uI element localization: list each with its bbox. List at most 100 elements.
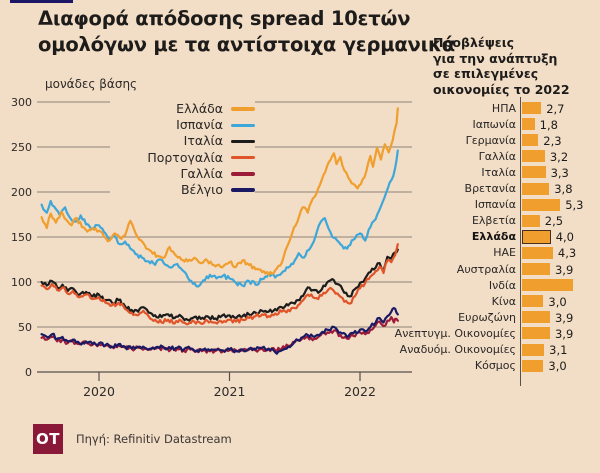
bar-value-label: 5,3 (565, 198, 584, 213)
bar-rect (521, 118, 535, 131)
ot-logo: OT (33, 424, 63, 454)
bar-rect (521, 311, 550, 324)
legend-item-Ισπανία: Ισπανία (110, 117, 255, 134)
bar-rect (521, 229, 551, 244)
legend-label: Ισπανία (176, 117, 223, 133)
y-tick-label-0: 0 (25, 365, 32, 379)
bar-chart-title-line2: για την ανάπτυξη (433, 50, 558, 66)
legend-swatch-icon (231, 139, 255, 144)
y-axis-unit-label: μονάδες βάσης (45, 77, 138, 91)
legend-label: Βέλγιο (180, 182, 223, 198)
source-text: Πηγή: Refinitiv Datastream (76, 432, 232, 446)
bar-rect (521, 214, 540, 227)
bar-row-Ελλάδα: Ελλάδα 4,0 (0, 229, 600, 245)
legend-swatch-icon (231, 107, 255, 111)
bar-row-Κόσμος: Κόσμος 3,0 (0, 358, 600, 374)
bar-row-Αυστραλία: Αυστραλία 3,9 (0, 261, 600, 277)
bar-category-label: Ελλάδα (471, 230, 516, 244)
legend-item-Ελλάδα: Ελλάδα (110, 101, 255, 118)
bar-rect (521, 166, 546, 179)
series-line-Βέλγιο (40, 307, 399, 355)
bar-rect (521, 295, 544, 308)
bar-category-label: Ινδία (488, 278, 516, 292)
bar-value-label: 2,7 (546, 101, 565, 116)
legend-swatch-icon (231, 188, 255, 192)
bar-category-label: Ιαπωνία (472, 117, 516, 131)
bar-category-label: Αναδυόμ. Οικονομίες (399, 343, 516, 356)
x-tick-label-2020: 2020 (83, 384, 115, 399)
bar-rect (521, 134, 539, 147)
bar-rect (521, 343, 545, 356)
bar-row-Αναδυόμ. Οικονομίες: Αναδυόμ. Οικονομίες 3,1 (0, 342, 600, 358)
bar-value-label: 3,2 (549, 149, 569, 164)
bar-value-label: 3,9 (554, 262, 574, 277)
bar-category-label: Γαλλία (478, 149, 516, 163)
bar-row-Ελβετία: Ελβετία 2,5 (0, 213, 600, 229)
bar-category-label: Ελβετία (471, 214, 516, 228)
bar-category-label: Αυστραλία (456, 262, 516, 276)
y-tick-label-150: 150 (11, 230, 32, 244)
chart-title-line1: Διαφορά απόδοσης spread 10ετών (38, 7, 411, 30)
bar-value-label: 2,5 (544, 214, 564, 229)
legend-item-Πορτογαλία: Πορτογαλία (110, 149, 255, 166)
legend-item-Ιταλία: Ιταλία (110, 133, 255, 150)
bar-rect (521, 102, 542, 114)
bar-category-label: Ιταλία (481, 165, 516, 179)
bar-value-label: 3,9 (554, 326, 574, 341)
bar-category-label: Ευρωζώνη (458, 310, 516, 324)
bar-row-Ινδία: Ινδία (0, 277, 600, 293)
bar-chart-title-line4: οικονομίες το 2022 (433, 81, 570, 97)
bar-value-label: 3,0 (548, 294, 567, 309)
spread-line-chart (37, 101, 412, 381)
legend-item-Γαλλία: Γαλλία (110, 165, 255, 182)
bar-category-label: Κόσμος (474, 359, 516, 373)
bar-value-label: 3,3 (550, 165, 569, 180)
bar-category-label: Βρετανία (464, 182, 516, 195)
legend-label: Πορτογαλία (147, 149, 223, 165)
bar-row-Ευρωζώνη: Ευρωζώνη 3,9 (0, 309, 600, 325)
bar-value-label: 3,1 (549, 343, 568, 357)
bar-value-label: 3,9 (554, 310, 574, 325)
bar-value-label: 4,3 (557, 246, 577, 261)
legend-swatch-icon (231, 123, 255, 128)
bar-row-Γερμανία: Γερμανία 2,3 (0, 132, 600, 148)
y-tick-label-100: 100 (11, 275, 32, 289)
bar-row-Ιαπωνία: Ιαπωνία 1,8 (0, 116, 600, 132)
y-tick-label-250: 250 (11, 140, 32, 154)
bar-category-label: Γερμανία (465, 133, 516, 147)
x-tick-label-2021: 2021 (213, 384, 246, 399)
bar-row-Ανεπτυγμ. Οικονομίες: Ανεπτυγμ. Οικονομίες 3,9 (0, 325, 600, 341)
legend-label: Ιταλία (183, 133, 223, 149)
y-tick-label-50: 50 (18, 320, 32, 334)
bar-value-label: 1,8 (539, 117, 558, 132)
bar-category-label: Ανεπτυγμ. Οικονομίες (394, 326, 516, 340)
series-line-Πορτογαλία (40, 243, 399, 326)
bar-row-Ιταλία: Ιταλία 3,3 (0, 164, 600, 180)
legend-swatch-icon (231, 172, 255, 176)
bar-rect (521, 327, 550, 340)
y-tick-label-300: 300 (11, 95, 32, 109)
bar-row-Γαλλία: Γαλλία 3,2 (0, 148, 600, 164)
bar-rect (521, 150, 545, 163)
bar-chart-axis-line (520, 97, 522, 386)
bar-rect (521, 182, 550, 195)
chart-title: Διαφορά απόδοσης spread 10ετών ομολόγων … (38, 6, 455, 58)
bar-row-ΗΠΑ: ΗΠΑ 2,7 (0, 100, 600, 116)
bar-rect (521, 263, 550, 275)
chart-legend: Ελλάδα Ισπανία Ιταλία Πορτογαλία Γαλλία Βέλγι… (110, 101, 255, 199)
bar-rect (521, 359, 544, 372)
bar-category-label: ΗΠΑ (491, 101, 516, 115)
y-tick-label-200: 200 (11, 185, 32, 199)
bar-value-label: 3,0 (548, 359, 567, 374)
bar-row-Κίνα: Κίνα 3,0 (0, 293, 600, 309)
bar-value-label: 4,0 (555, 230, 574, 245)
bar-category-label: ΗΑΕ (493, 246, 516, 260)
legend-label: Γαλλία (180, 165, 223, 181)
legend-label: Ελλάδα (176, 101, 223, 117)
bar-value-label: 3,8 (554, 182, 573, 196)
legend-item-Βέλγιο: Βέλγιο (110, 181, 255, 199)
bar-row-Βρετανία: Βρετανία 3,8 (0, 181, 600, 197)
bar-chart-title-line3: σε επιλεγμένες (433, 66, 539, 81)
legend-swatch-icon (231, 155, 255, 160)
